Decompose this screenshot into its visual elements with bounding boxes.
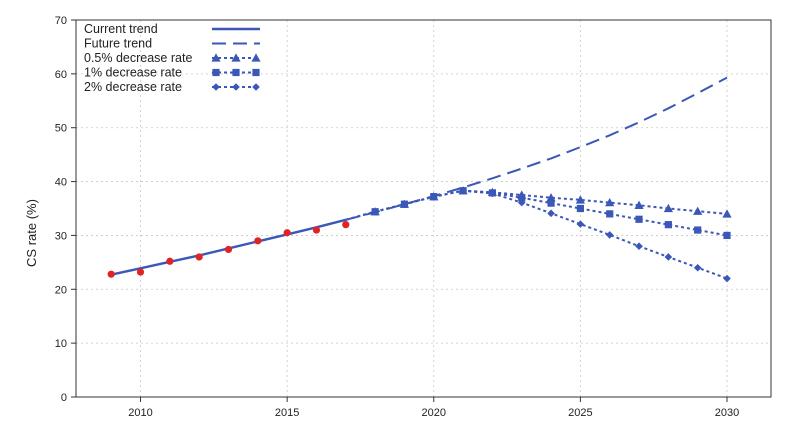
data-point — [459, 186, 467, 195]
x-tick-label: 2015 — [275, 407, 299, 419]
data-point — [517, 198, 526, 207]
series-line — [345, 189, 728, 237]
series-line — [345, 189, 728, 221]
observed-point — [107, 270, 115, 278]
observed-point — [224, 245, 233, 254]
legend-label: Current trend — [84, 22, 158, 36]
data-point — [723, 231, 731, 240]
legend-label: 2% decrease rate — [84, 80, 182, 94]
observed-point — [136, 268, 145, 276]
observed-point — [312, 226, 321, 234]
data-point — [664, 253, 673, 261]
data-point — [722, 209, 732, 218]
legend-marker — [212, 68, 220, 77]
x-tick-label: 2025 — [568, 407, 592, 419]
y-tick-label: 0 — [61, 392, 67, 404]
y-tick-label: 60 — [55, 69, 67, 81]
series-1-decrease-rate — [345, 187, 731, 240]
plot-frame — [75, 19, 772, 398]
x-tick-label: 2020 — [422, 407, 446, 419]
data-point — [546, 193, 556, 202]
y-tick-label: 40 — [55, 177, 67, 189]
series-lines — [110, 76, 732, 283]
y-tick-label: 10 — [55, 338, 67, 350]
series-2-decrease-rate — [345, 186, 731, 283]
legend-label: Future trend — [84, 37, 152, 51]
observed-point — [283, 229, 291, 237]
legend-marker — [211, 53, 221, 62]
data-point — [371, 207, 379, 216]
data-point — [576, 220, 585, 228]
x-tick-label: 2030 — [715, 407, 739, 419]
data-point — [663, 203, 673, 213]
legend-marker — [252, 83, 260, 91]
series-future-trend — [345, 76, 728, 221]
legend-entry-0-5-decrease-rate: 0.5% decrease rate — [84, 51, 261, 65]
y-tick-label: 30 — [55, 230, 67, 242]
legend-entry-2-decrease-rate: 2% decrease rate — [84, 80, 260, 94]
data-point — [547, 209, 555, 218]
y-tick-label: 70 — [55, 15, 67, 27]
data-point — [400, 200, 409, 208]
legend-label: 0.5% decrease rate — [84, 51, 192, 65]
legend-marker — [251, 53, 261, 62]
x-tick-label: 2010 — [128, 407, 152, 419]
data-point — [694, 226, 702, 234]
legend-entry-future-trend: Future trend — [84, 37, 260, 51]
data-point — [606, 210, 614, 218]
y-tick-label: 20 — [55, 284, 67, 296]
legend-marker — [231, 53, 241, 62]
observed-point — [195, 253, 203, 261]
observed-point — [342, 221, 350, 229]
data-point — [723, 274, 731, 283]
series-line — [345, 76, 728, 221]
series-line — [345, 189, 728, 280]
data-point — [635, 215, 643, 223]
legend-entry-1-decrease-rate: 1% decrease rate — [84, 66, 260, 80]
legend-marker — [232, 83, 240, 91]
data-point — [429, 192, 438, 201]
legend-marker — [212, 83, 220, 91]
data-point — [547, 199, 555, 207]
y-tick-label: 50 — [55, 123, 67, 135]
legend-marker — [252, 68, 260, 77]
data-point — [575, 195, 585, 204]
data-point — [635, 242, 643, 250]
observed-point — [254, 237, 262, 245]
data-point — [576, 204, 584, 213]
data-point — [605, 231, 614, 239]
data-point — [693, 263, 702, 272]
legend-label: 1% decrease rate — [84, 66, 182, 80]
data-point — [488, 189, 497, 198]
legend-marker — [232, 68, 240, 77]
legend-entry-current-trend: Current trend — [84, 22, 260, 36]
data-point — [518, 194, 526, 202]
y-axis-label: CS rate (%) — [24, 199, 39, 267]
data-point — [693, 206, 703, 215]
data-point — [605, 197, 615, 207]
data-point — [664, 221, 672, 229]
observed-point — [166, 257, 174, 265]
data-point — [634, 200, 644, 209]
observed-points — [107, 221, 350, 278]
